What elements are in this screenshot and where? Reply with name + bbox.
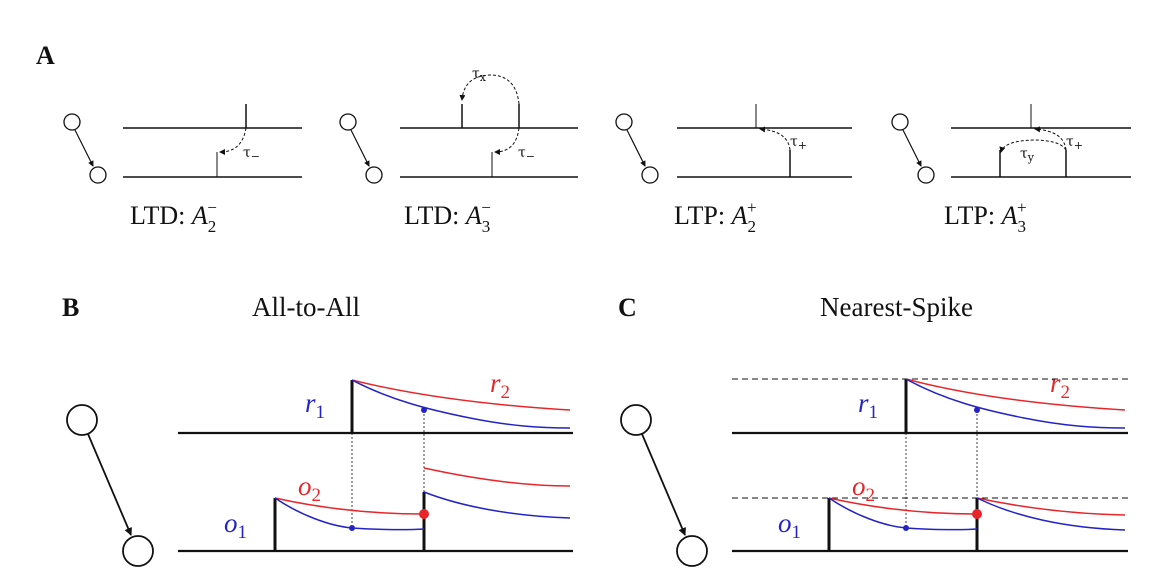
decay-arrow <box>219 127 247 155</box>
tau-x-label: τx <box>472 66 487 84</box>
o2-label: o2 <box>852 471 875 506</box>
o2-trace-1 <box>274 497 425 515</box>
panel-b-title: All-to-All <box>252 292 360 322</box>
panel-a-letter: A <box>36 41 55 70</box>
o2-sample-dot <box>419 509 429 519</box>
o1-label: o1 <box>224 508 247 543</box>
panel-b-neuron-icon <box>66 404 154 567</box>
neuron-pair-icon <box>63 113 107 184</box>
rule-label: LTD: A2− <box>130 198 217 236</box>
r1-label: r1 <box>305 388 325 423</box>
o1-trace-2 <box>423 491 571 519</box>
o1-sample-dot <box>349 525 355 531</box>
r2-trace <box>905 378 1126 411</box>
o2-trace-2 <box>423 467 571 487</box>
neuron-pair-icon <box>615 113 659 184</box>
decay-arrow-y <box>999 139 1067 153</box>
panel-c-title: Nearest-Spike <box>820 292 973 322</box>
o1-trace-2 <box>976 497 1126 531</box>
o2-label: o2 <box>298 471 321 506</box>
tau-label: τ− <box>243 145 260 163</box>
panel-b-letter: B <box>62 293 79 322</box>
panel-a-rule-3: τ+ LTP: A2+ <box>615 104 852 236</box>
decay-arrow <box>1034 126 1067 151</box>
o2-sample-dot <box>972 509 982 519</box>
neuron-pair-icon <box>339 113 383 184</box>
rule-label: LTD: A3− <box>404 198 491 236</box>
tau-label: τ+ <box>1066 134 1083 152</box>
decay-arrow <box>759 126 791 151</box>
o1-sample-dot <box>903 525 909 531</box>
r1-sample-dot <box>421 407 427 413</box>
panel-c-neuron-icon <box>620 404 708 567</box>
decay-arrow-x <box>459 74 520 105</box>
panel-c-letter: C <box>618 293 637 322</box>
r2-trace <box>351 379 571 411</box>
tau-label: τ− <box>518 145 535 163</box>
r1-trace <box>905 378 1126 429</box>
r1-sample-dot <box>974 407 980 413</box>
panel-a-rule-1: τ− LTD: A2− <box>63 104 302 236</box>
neuron-pair-icon <box>891 113 935 184</box>
r1-label: r1 <box>858 388 878 423</box>
tau-y-label: τy <box>1020 146 1035 164</box>
panel-a-rule-4: τ+ τy LTP: A3+ <box>891 104 1131 236</box>
o1-label: o1 <box>778 508 801 543</box>
tau-label: τ+ <box>790 134 807 152</box>
r1-trace <box>351 379 571 429</box>
rule-label: LTP: A2+ <box>674 198 757 236</box>
r2-label: r2 <box>490 368 510 403</box>
panel-a-rule-2: τx τ− LTD: A3− <box>339 66 578 236</box>
o2-trace-1 <box>828 497 978 515</box>
rule-label: LTP: A3+ <box>944 198 1027 236</box>
decay-arrow <box>494 127 520 155</box>
r2-label: r2 <box>1050 368 1070 403</box>
o2-trace-2 <box>976 497 1126 516</box>
